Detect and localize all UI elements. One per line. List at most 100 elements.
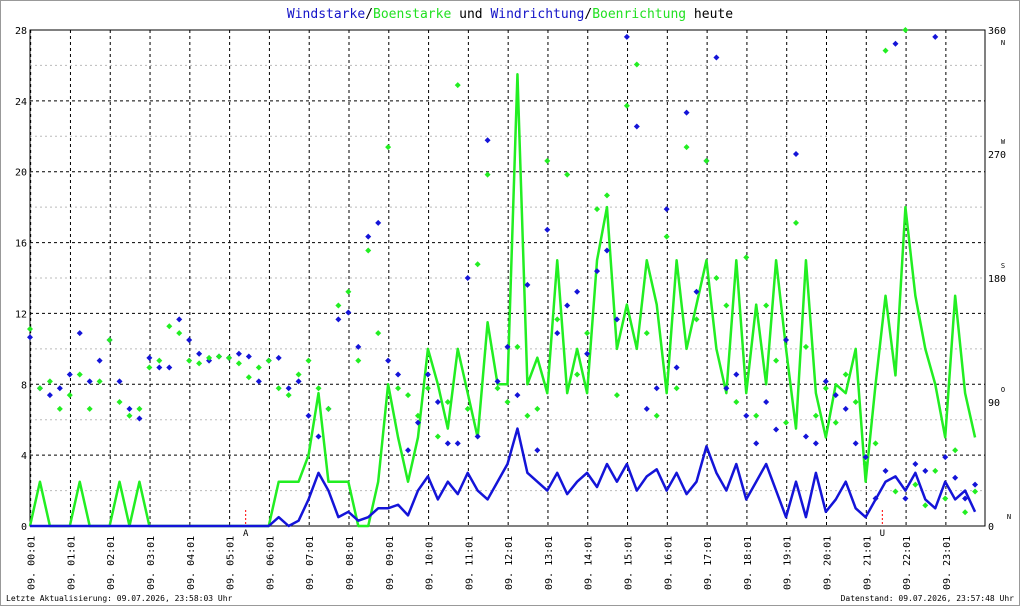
x-tick-label: 09. 11:01	[464, 536, 475, 590]
title-part: Windrichtung	[490, 7, 584, 22]
direction-marker	[962, 509, 969, 516]
direction-marker	[385, 144, 392, 151]
direction-marker	[126, 412, 133, 419]
direction-marker	[623, 102, 630, 109]
x-tick-label: 09. 05:01	[226, 536, 237, 590]
direction-marker	[623, 33, 630, 40]
direction-marker	[633, 61, 640, 68]
direction-marker	[743, 254, 750, 261]
direction-marker	[176, 330, 183, 337]
direction-marker	[504, 399, 511, 405]
direction-marker	[753, 412, 760, 419]
direction-marker	[733, 399, 740, 405]
x-tick-label: 09. 04:01	[186, 536, 197, 590]
direction-marker	[395, 385, 402, 392]
direction-marker	[832, 419, 839, 426]
direction-marker	[822, 378, 829, 385]
x-tick-label: 09. 20:01	[822, 536, 833, 590]
direction-marker	[952, 474, 959, 481]
x-tick-label: 09. 00:01	[27, 536, 38, 590]
direction-marker	[454, 82, 461, 89]
direction-marker	[295, 378, 302, 385]
direction-marker	[196, 360, 203, 367]
direction-marker	[405, 392, 412, 399]
direction-marker	[235, 350, 242, 357]
annotation-label: U	[880, 529, 885, 539]
direction-marker	[643, 405, 650, 412]
direction-marker	[613, 392, 620, 399]
direction-marker	[285, 385, 292, 392]
direction-marker	[444, 440, 451, 447]
direction-marker	[723, 385, 730, 392]
y2-tick-label: 180	[988, 274, 1006, 285]
direction-marker	[156, 357, 163, 364]
direction-marker	[86, 378, 93, 385]
y2-tick-label: 90	[988, 398, 1000, 409]
x-tick-label: 09. 21:01	[862, 536, 873, 590]
x-tick-label: 09. 07:01	[305, 536, 316, 590]
x-tick-label: 09. 16:01	[663, 536, 674, 590]
direction-marker	[424, 371, 431, 378]
title-part: Windstarke	[287, 7, 365, 22]
direction-marker	[653, 412, 660, 419]
direction-marker	[633, 123, 640, 130]
y2-direction-label: W	[1001, 138, 1006, 146]
y2-tick-label: 0	[988, 522, 994, 533]
direction-marker	[464, 275, 471, 281]
direction-marker	[216, 353, 223, 360]
direction-marker	[414, 419, 421, 426]
direction-marker	[255, 364, 262, 371]
direction-marker	[932, 467, 939, 474]
direction-marker	[196, 350, 203, 357]
direction-marker	[554, 330, 561, 337]
direction-marker	[156, 364, 163, 371]
direction-marker	[186, 357, 193, 364]
direction-marker	[27, 334, 33, 341]
direction-marker	[952, 447, 959, 454]
direction-marker	[902, 495, 909, 502]
direction-marker	[46, 392, 53, 399]
direction-marker	[693, 288, 700, 295]
direction-marker	[96, 357, 103, 364]
direction-marker	[36, 385, 43, 392]
direction-marker	[494, 385, 501, 392]
direction-marker	[146, 364, 153, 371]
direction-marker	[902, 27, 909, 33]
direction-marker	[862, 461, 869, 467]
direction-marker	[763, 302, 770, 309]
direction-marker	[703, 157, 710, 164]
x-tick-label: 09. 23:01	[942, 536, 953, 590]
x-tick-label: 09. 02:01	[106, 536, 117, 590]
direction-marker	[315, 433, 322, 440]
direction-marker	[494, 378, 501, 385]
direction-marker	[564, 302, 571, 309]
direction-marker	[783, 419, 790, 426]
direction-marker	[355, 343, 362, 350]
annotation-label: A	[243, 529, 249, 539]
footer-left: Letzte Aktualisierung: 09.07.2026, 23:58…	[6, 594, 233, 603]
y2-direction-label: S	[1001, 262, 1005, 270]
direction-marker	[534, 405, 541, 412]
direction-marker	[176, 316, 183, 323]
direction-marker	[643, 330, 650, 337]
direction-marker	[76, 371, 83, 378]
y2-tick-label: 270	[988, 150, 1006, 161]
direction-marker	[325, 405, 332, 412]
direction-marker	[265, 357, 272, 364]
direction-marker	[912, 461, 919, 467]
title-part: /	[584, 7, 592, 22]
x-tick-label: 09. 06:01	[265, 536, 276, 590]
direction-marker	[773, 357, 780, 364]
direction-marker	[365, 247, 372, 254]
title-part: heute	[686, 7, 733, 22]
speed-line	[30, 427, 977, 528]
direction-marker	[713, 275, 720, 281]
direction-marker	[136, 415, 143, 422]
direction-marker	[275, 354, 282, 361]
direction-marker	[584, 350, 591, 357]
direction-marker	[683, 144, 690, 151]
direction-marker	[663, 206, 670, 213]
direction-marker	[942, 495, 949, 502]
direction-marker	[852, 399, 859, 405]
y-tick-label: 24	[15, 97, 27, 108]
